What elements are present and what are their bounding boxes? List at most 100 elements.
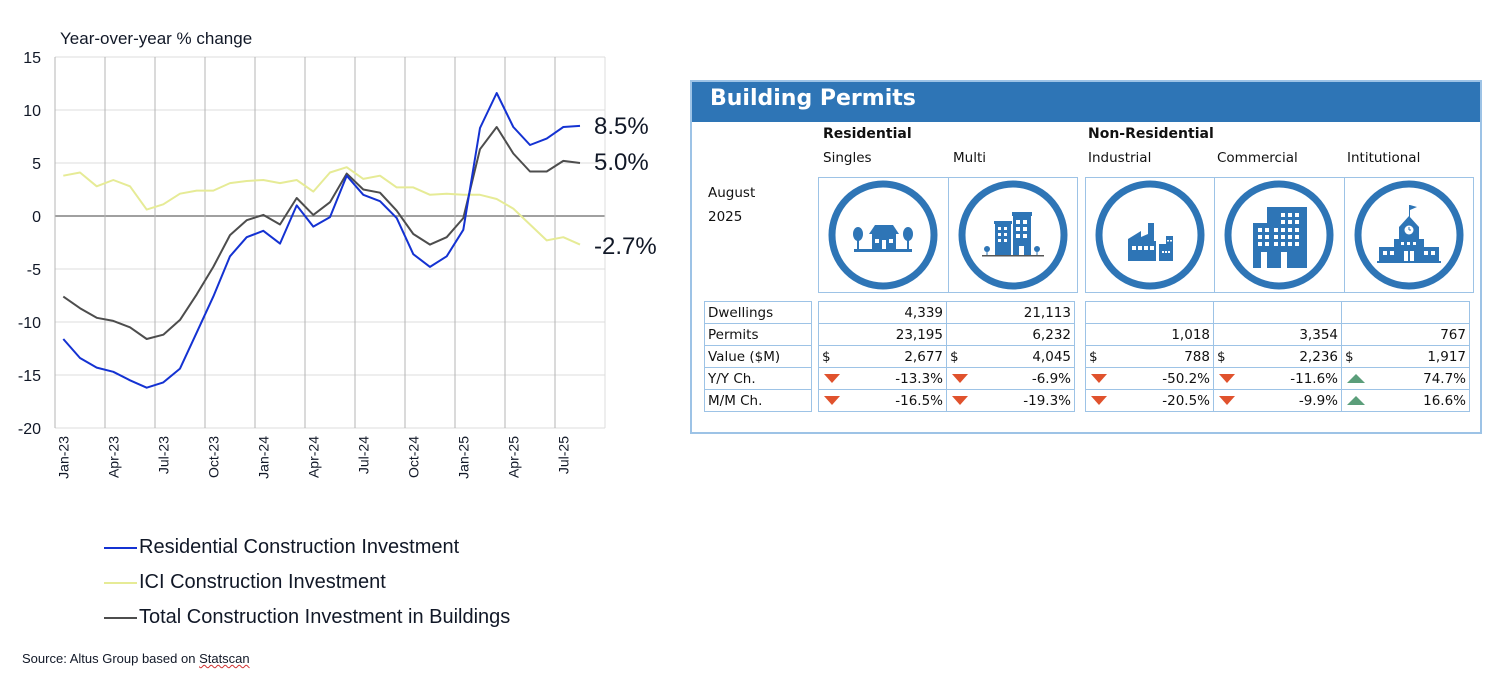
cell-permits-multi: 6,232 [946, 323, 1075, 346]
period-month: August [708, 185, 756, 201]
x-tick-label: Jul-25 [555, 436, 571, 474]
down-arrow-icon [1219, 374, 1235, 383]
col-industrial: Industrial [1088, 150, 1152, 166]
down-arrow-icon [952, 374, 968, 383]
down-arrow-icon [824, 396, 840, 405]
y-tick-label: 0 [32, 209, 41, 226]
end-label-1: -2.7% [594, 233, 657, 260]
cell-value-multi: $4,045 [946, 345, 1075, 368]
x-tick-label: Jan-25 [455, 436, 471, 479]
nonresidential-icons [1085, 177, 1474, 293]
y-tick-label: -5 [27, 262, 41, 279]
cell-yy-industrial: -50.2% [1085, 367, 1214, 390]
x-tick-label: Jan-23 [55, 436, 71, 479]
col-institutional: Intitutional [1347, 150, 1421, 166]
row-labels: Dwellings Permits Value ($M) Y/Y Ch. M/M… [704, 301, 812, 412]
residential-data-table: 4,339 21,113 23,195 6,232 $2,677 $4,045 … [818, 301, 1075, 412]
legend-label: ICI Construction Investment [139, 571, 386, 593]
cell-dwellings-institutional [1341, 301, 1470, 324]
x-tick-label: Apr-23 [105, 436, 121, 478]
legend-swatch-total [104, 616, 137, 619]
down-arrow-icon [1091, 396, 1107, 405]
residential-heading: Residential [823, 126, 912, 142]
end-label-0: 8.5% [594, 113, 649, 140]
series-line-2 [62, 126, 581, 340]
x-tick-label: Apr-24 [305, 436, 321, 478]
y-axis-ticks: 15 10 5 0 -5 -10 -15 -20 [18, 50, 41, 438]
cell-permits-singles: 23,195 [818, 323, 947, 346]
cell-yy-singles: -13.3% [818, 367, 947, 390]
cell-dwellings-multi: 21,113 [946, 301, 1075, 324]
legend-item-residential: Residential Construction Investment [104, 530, 510, 565]
office-building-icon [1224, 180, 1334, 290]
row-label-mm: M/M Ch. [704, 389, 812, 412]
industrial-icon-cell [1086, 178, 1216, 292]
period-year: 2025 [708, 209, 743, 225]
factory-icon [1095, 180, 1205, 290]
source-note: Source: Altus Group based on Statscan [22, 651, 250, 666]
down-arrow-icon [952, 396, 968, 405]
house-icon [828, 180, 938, 290]
down-arrow-icon [1091, 374, 1107, 383]
building-permits-panel: Building Permits Residential Non-Residen… [690, 80, 1482, 434]
col-singles: Singles [823, 150, 872, 166]
cell-value-industrial: $788 [1085, 345, 1214, 368]
up-arrow-icon [1347, 374, 1365, 383]
x-axis-ticks: Jan-23 Apr-23 Jul-23 Oct-23 Jan-24 Apr-24 Jul-… [55, 436, 571, 479]
cell-dwellings-singles: 4,339 [818, 301, 947, 324]
cell-yy-commercial: -11.6% [1213, 367, 1342, 390]
end-labels: 8.5% 5.0% -2.7% [594, 113, 657, 260]
cell-value-singles: $2,677 [818, 345, 947, 368]
legend-label: Total Construction Investment in Buildin… [139, 606, 511, 628]
cell-dwellings-industrial [1085, 301, 1214, 324]
panel-title: Building Permits [710, 86, 916, 111]
cell-permits-industrial: 1,018 [1085, 323, 1214, 346]
period-label: August 2025 [708, 181, 755, 229]
down-arrow-icon [1219, 396, 1235, 405]
down-arrow-icon [824, 374, 840, 383]
series-line-0 [62, 92, 581, 389]
school-building-icon [1354, 180, 1464, 290]
multi-icon-cell [949, 178, 1078, 292]
x-tick-label: Jan-24 [255, 436, 271, 479]
y-tick-label: -20 [18, 421, 41, 438]
row-label-value: Value ($M) [704, 345, 812, 368]
legend-item-ici: ICI Construction Investment [104, 565, 510, 600]
legend-item-total: Total Construction Investment in Buildin… [104, 600, 510, 635]
col-commercial: Commercial [1217, 150, 1298, 166]
chart-legend: Residential Construction Investment ICI … [104, 530, 510, 635]
cell-permits-institutional: 767 [1341, 323, 1470, 346]
series-line-1 [63, 166, 581, 246]
cell-mm-institutional: 16.6% [1341, 389, 1470, 412]
y-tick-label: -10 [18, 315, 41, 332]
x-tick-label: Jul-23 [155, 436, 171, 474]
cell-yy-multi: -6.9% [946, 367, 1075, 390]
series-lines [62, 92, 581, 389]
cell-mm-singles: -16.5% [818, 389, 947, 412]
cell-mm-multi: -19.3% [946, 389, 1075, 412]
cell-dwellings-commercial [1213, 301, 1342, 324]
cell-mm-industrial: -20.5% [1085, 389, 1214, 412]
cell-value-commercial: $2,236 [1213, 345, 1342, 368]
legend-swatch-residential [104, 546, 137, 549]
x-tick-label: Apr-25 [505, 436, 521, 478]
y-tick-label: 15 [23, 50, 41, 67]
cell-mm-commercial: -9.9% [1213, 389, 1342, 412]
residential-icons [818, 177, 1078, 293]
x-tick-label: Oct-23 [205, 436, 221, 478]
end-label-2: 5.0% [594, 149, 649, 176]
x-tick-label: Oct-24 [405, 436, 421, 478]
row-label-dwellings: Dwellings [704, 301, 812, 324]
y-tick-label: 10 [23, 103, 41, 120]
cell-value-institutional: $1,917 [1341, 345, 1470, 368]
cell-permits-commercial: 3,354 [1213, 323, 1342, 346]
commercial-icon-cell [1215, 178, 1345, 292]
row-label-yy: Y/Y Ch. [704, 367, 812, 390]
apartment-buildings-icon [958, 180, 1068, 290]
singles-icon-cell [819, 178, 949, 292]
legend-label: Residential Construction Investment [139, 536, 460, 558]
y-tick-label: -15 [18, 368, 41, 385]
institutional-icon-cell [1345, 178, 1473, 292]
legend-swatch-ici [104, 581, 137, 584]
x-tick-label: Jul-24 [355, 436, 371, 474]
